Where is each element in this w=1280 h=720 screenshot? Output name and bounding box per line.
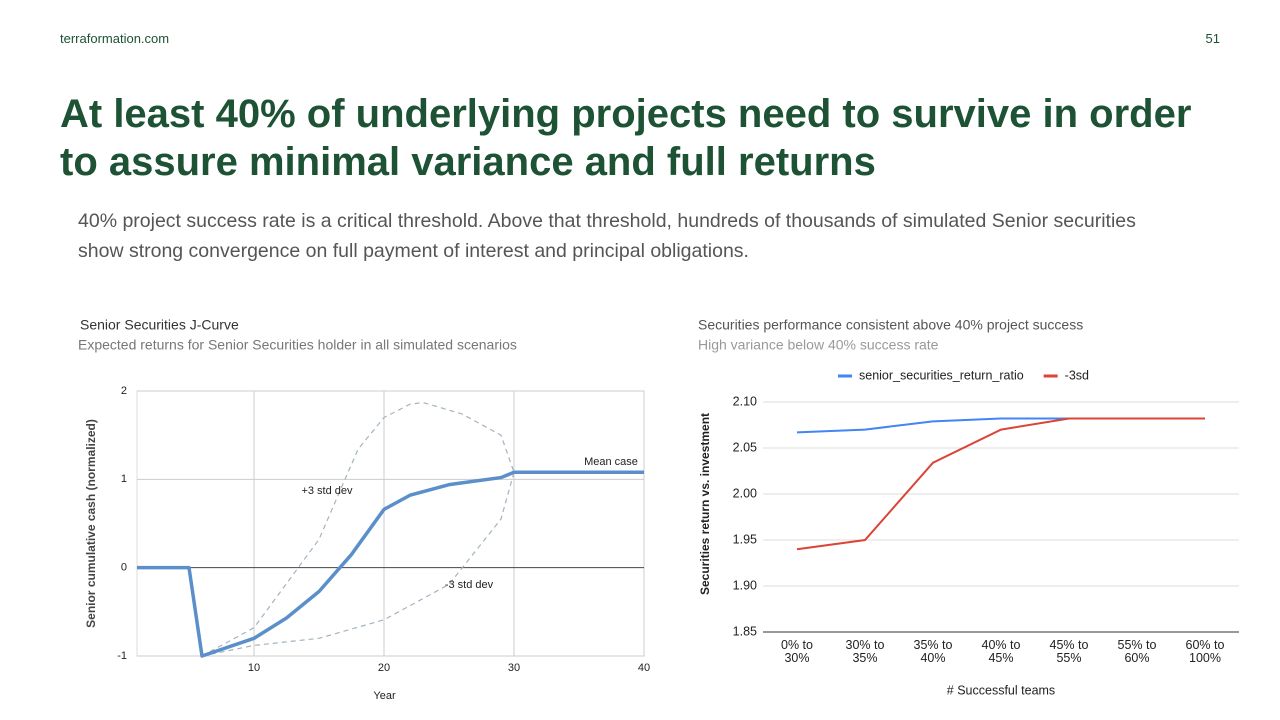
y-axis-label: Senior cumulative cash (normalized) (84, 419, 98, 628)
page-number: 51 (1205, 31, 1220, 46)
series-label: +3 std dev (301, 485, 353, 497)
y-tick-label: 1 (121, 473, 127, 485)
chart-title: Securities performance consistent above … (698, 317, 1083, 333)
x-tick-label: 35% to 40% (914, 638, 953, 665)
chart-title: Senior Securities J-Curve (80, 317, 239, 333)
series-line (796, 417, 1205, 551)
y-tick-label: 1.85 (733, 624, 757, 638)
y-tick-label: 1.95 (733, 532, 757, 546)
x-tick-label: 40% to 45% (982, 638, 1021, 665)
x-tick-label: 30 (508, 662, 520, 674)
x-tick-label: 10 (248, 662, 260, 674)
y-tick-label: -1 (117, 650, 127, 662)
series-label: -3 std dev (445, 579, 494, 591)
chart-subtitle: High variance below 40% success rate (698, 337, 939, 353)
site-name: terraformation.com (60, 31, 170, 46)
x-tick-label: 45% to 55% (1050, 638, 1089, 665)
legend-label: senior_securities_return_ratio (859, 368, 1024, 382)
series-line (137, 470, 644, 658)
x-axis-label: Year (373, 690, 396, 702)
slide-subtitle: 40% project success rate is a critical t… (78, 210, 1136, 262)
series-label: Mean case (584, 456, 638, 468)
y-axis-label: Securities return vs. investment (698, 413, 712, 595)
x-axis-label: # Successful teams (947, 683, 1055, 697)
y-tick-label: 2.10 (733, 394, 757, 408)
y-tick-label: 1.90 (733, 578, 757, 592)
slide-title: At least 40% of underlying projects need… (60, 92, 1192, 184)
x-tick-label: 30% to 35% (846, 638, 885, 665)
x-tick-label: 60% to 100% (1186, 638, 1225, 665)
series-line (201, 401, 515, 657)
x-tick-label: 55% to 60% (1118, 638, 1157, 665)
series-line (201, 472, 515, 657)
chart-subtitle: Expected returns for Senior Securities h… (78, 337, 517, 353)
legend-label: -3sd (1065, 368, 1089, 382)
y-tick-label: 2.00 (733, 486, 757, 500)
y-tick-label: 0 (121, 562, 127, 574)
y-tick-label: 2.05 (733, 440, 757, 454)
y-tick-label: 2 (121, 385, 127, 397)
x-tick-label: 20 (378, 662, 390, 674)
x-tick-label: 0% to 30% (781, 638, 813, 665)
x-tick-label: 40 (638, 662, 650, 674)
